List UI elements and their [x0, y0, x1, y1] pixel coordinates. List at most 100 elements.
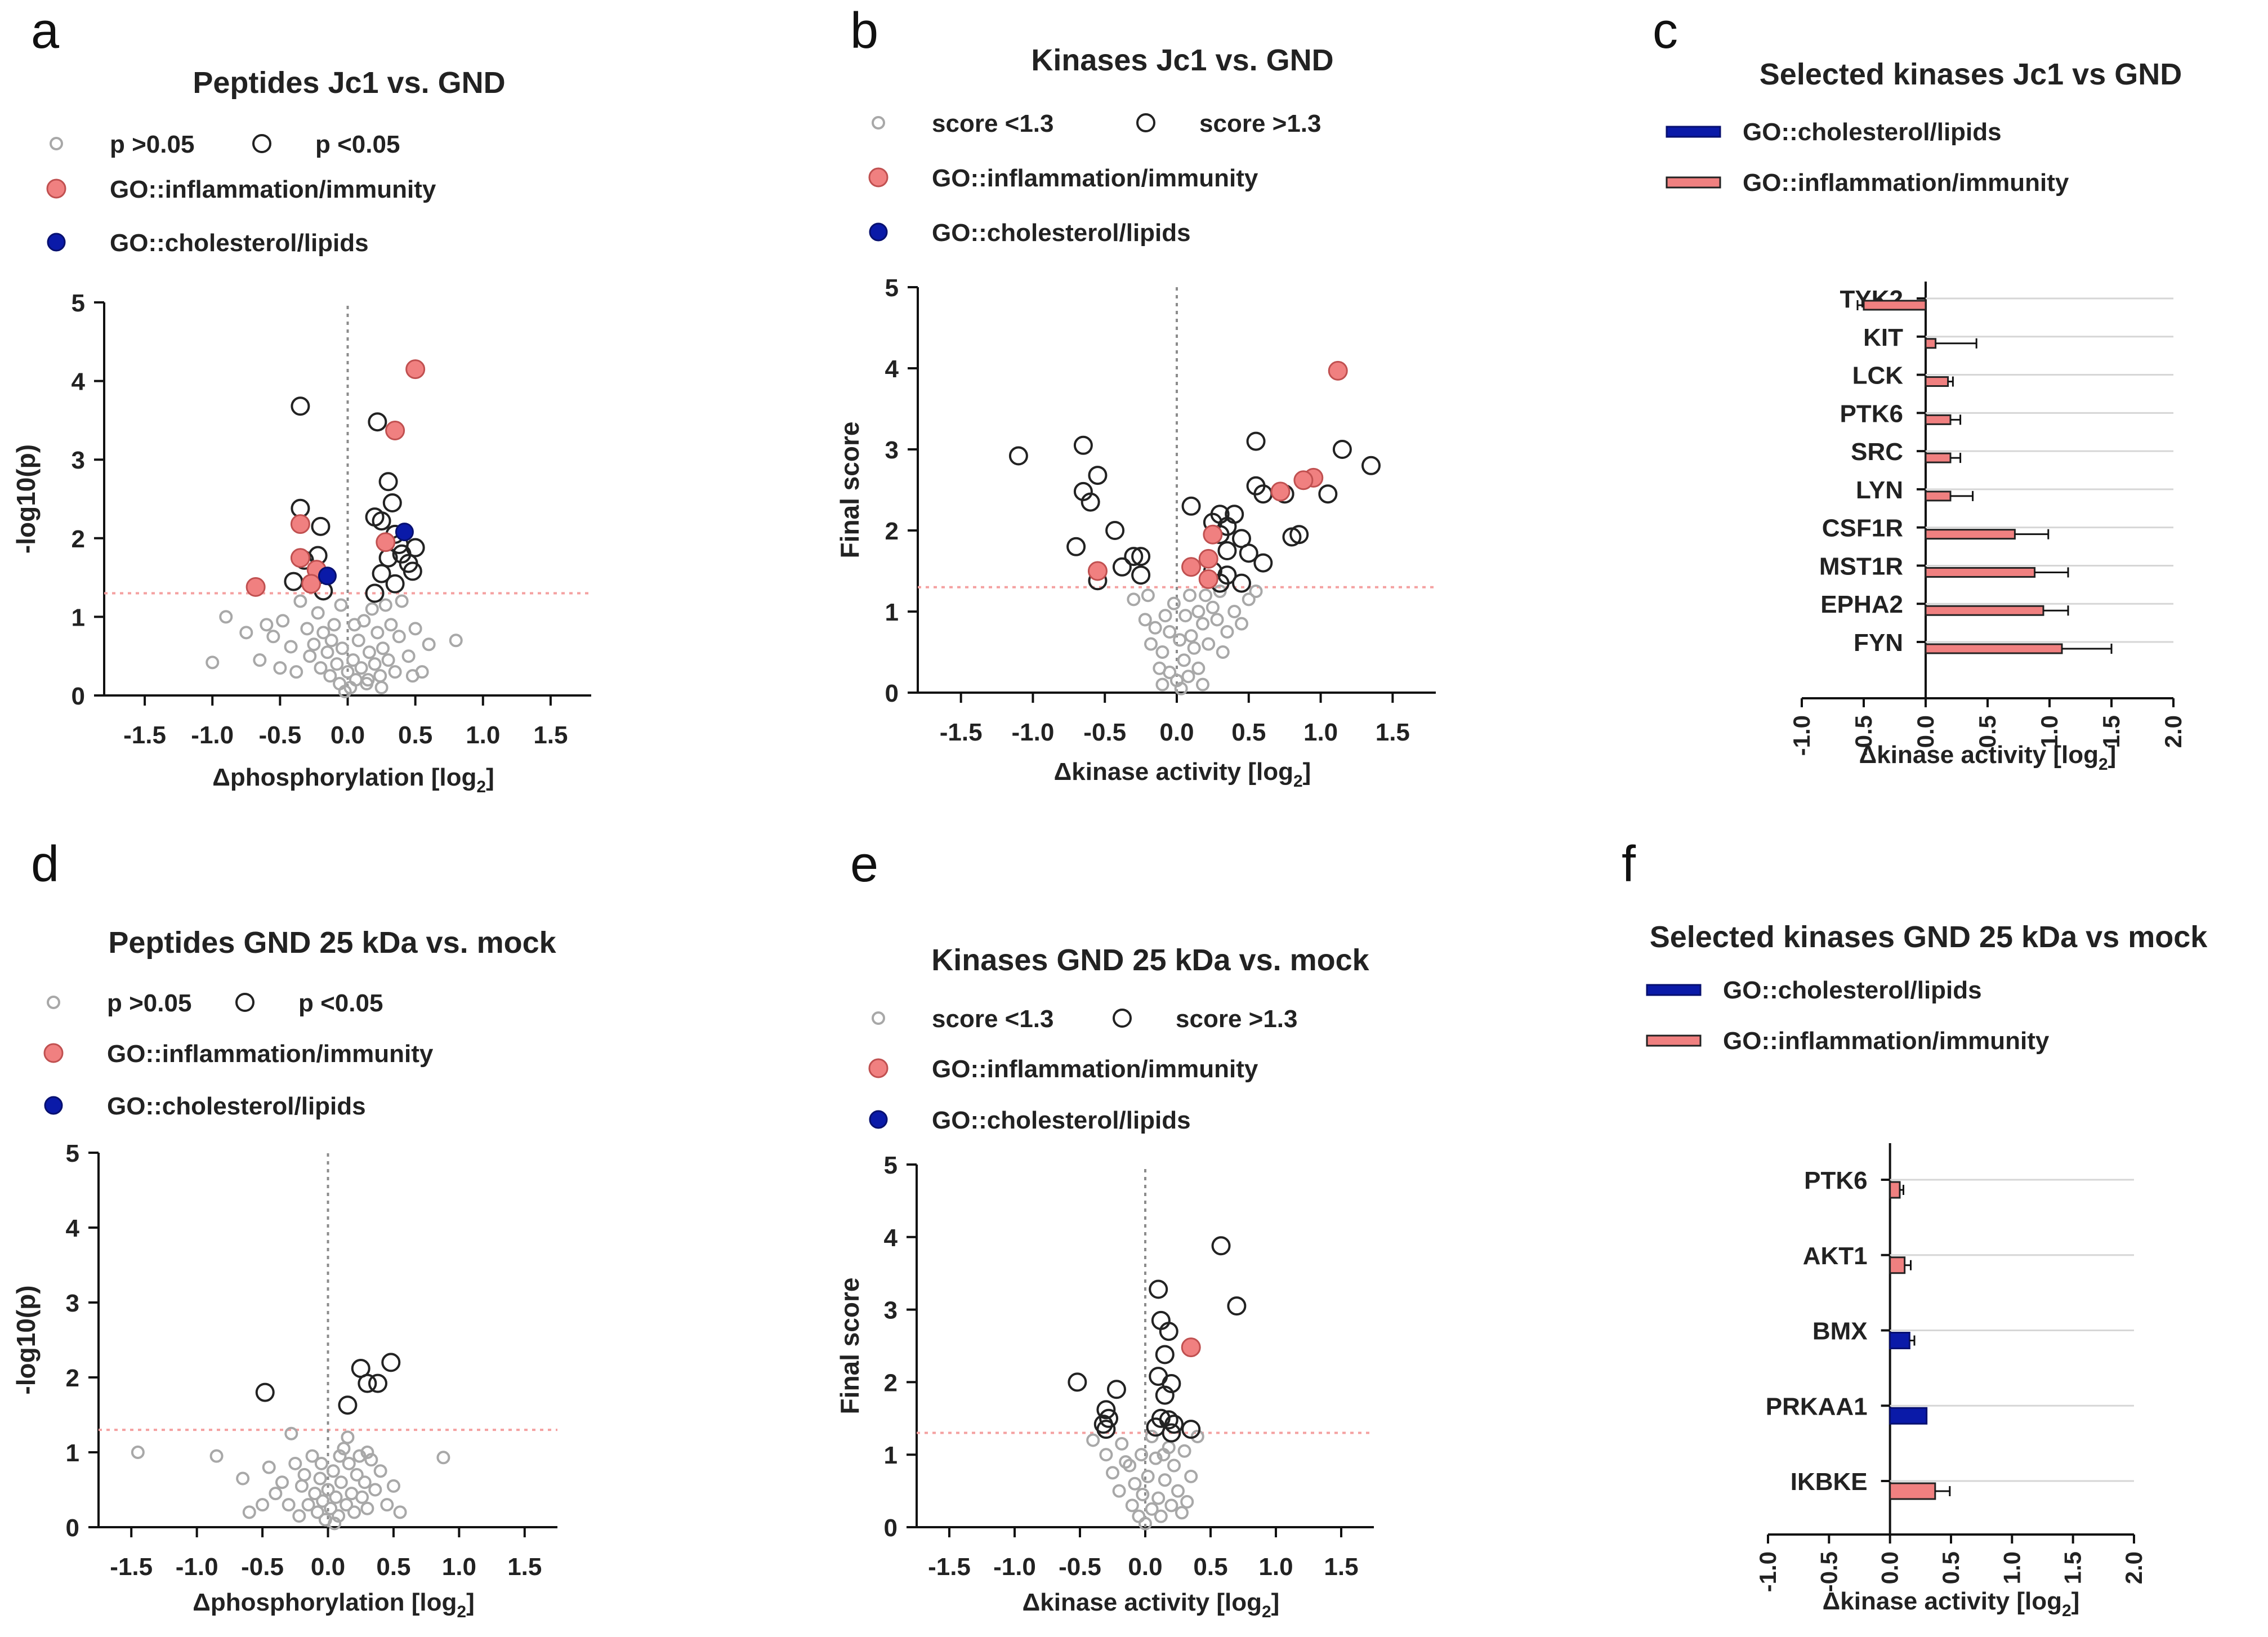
ns-point [1196, 617, 1209, 631]
ns-point [1099, 1448, 1113, 1462]
ns-point [292, 1509, 306, 1523]
sig-point [381, 1353, 401, 1372]
ns-point [334, 598, 348, 612]
ns-point [1154, 1509, 1168, 1523]
x-tick-label: 0.0 [1912, 715, 1939, 748]
ns-point [316, 626, 331, 640]
legend-label: GO::inflammation/immunity [107, 1040, 434, 1068]
ns-point [354, 661, 368, 675]
x-axis-label-bracket: ] [2071, 1587, 2080, 1615]
legend-item: GO::cholesterol/lipids [869, 1107, 1191, 1134]
panel-b-scatter: b Kinases Jc1 vs. GND score <1.3 score >1.3… [835, 3, 1436, 791]
category-label: LCK [1852, 362, 1904, 390]
x-tick-label: 1.5 [507, 1553, 542, 1581]
ns-point [311, 606, 325, 620]
inflammation-point [245, 577, 266, 597]
ns-point [351, 634, 365, 648]
y-axis-label: -log10(p) [11, 1285, 41, 1394]
chart-title: Kinases Jc1 vs. GND [1031, 43, 1333, 77]
sig-point [1105, 521, 1125, 540]
sig-point [1096, 1420, 1116, 1439]
y-axis-label: -log10(p) [11, 444, 41, 554]
ns-point [365, 602, 379, 616]
ns-point [358, 1475, 372, 1489]
y-tick-label: 4 [72, 368, 86, 396]
x-tick-label: 1.0 [1998, 1551, 2025, 1584]
ns-point [1149, 1451, 1163, 1465]
x-tick-label: -1.5 [928, 1553, 971, 1581]
x-tick-label: 0.5 [1937, 1551, 1964, 1584]
ns-point [284, 1426, 298, 1440]
ns-point [1242, 592, 1256, 606]
category-label: PTK6 [1840, 400, 1903, 427]
sig-point [1232, 573, 1251, 593]
x-tick-label: 2.0 [2160, 715, 2186, 748]
ns-point [1128, 1477, 1142, 1491]
bar-mst1r [1925, 567, 2036, 578]
ns-point [294, 1479, 309, 1493]
legend-item: score <1.3 [872, 1005, 1054, 1033]
x-axis-label-subscript: 2 [2062, 1602, 2071, 1620]
ns-point [449, 634, 463, 648]
x-tick-label: 0.0 [331, 721, 365, 749]
ns-point [1196, 677, 1209, 692]
bar-csf1r [1925, 529, 2016, 540]
ns-point [1206, 600, 1220, 614]
legend-item: score <1.3 [872, 110, 1054, 137]
ns-point [1177, 1444, 1191, 1458]
x-axis-label-main: Δphosphorylation [log [193, 1589, 457, 1616]
ns-point [1184, 629, 1198, 643]
ns-point [275, 1475, 289, 1489]
ns-point [422, 637, 436, 652]
ns-point [352, 1449, 367, 1463]
ns-point [276, 614, 290, 628]
ns-point [266, 630, 280, 644]
bar-prkaa1 [1889, 1407, 1928, 1425]
y-tick-label: 2 [66, 1364, 79, 1392]
panel-d-scatter: d Peptides GND 25 kDa vs. mock p >0.05 p <0… [11, 836, 557, 1621]
bar-tyk2 [1863, 300, 1927, 311]
ns-point [368, 657, 382, 671]
legend-marker-inflammation [43, 1043, 64, 1063]
x-tick-label: 0.5 [376, 1553, 410, 1581]
sig-point [365, 583, 385, 603]
ns-point [1175, 1506, 1189, 1520]
bar-kit [1925, 338, 1937, 349]
sig-point [392, 544, 412, 564]
ns-point [324, 1501, 338, 1515]
sig-point [1112, 557, 1132, 577]
y-tick-label: 1 [885, 599, 899, 626]
ns-point [342, 1456, 356, 1470]
sig-point [1088, 466, 1108, 485]
ns-point [1249, 585, 1263, 598]
chart-title: Selected kinases Jc1 vs GND [1760, 57, 2182, 91]
y-tick-label: 4 [885, 355, 899, 383]
category-label: AKT1 [1803, 1242, 1868, 1270]
bar-akt1 [1889, 1256, 1906, 1274]
ns-point [1138, 613, 1152, 627]
x-tick-label: -1.5 [110, 1553, 153, 1581]
bar-ikbke [1889, 1482, 1936, 1500]
sig-point [358, 1373, 377, 1393]
ns-point [364, 1453, 378, 1467]
y-tick-label: 1 [72, 604, 85, 631]
x-tick-label: 1.5 [2060, 1551, 2086, 1584]
x-axis-label-main: Δkinase activity [log [1859, 741, 2099, 769]
ns-point [321, 1483, 335, 1497]
x-axis-label-subscript: 2 [1262, 1603, 1271, 1621]
sig-point [1253, 553, 1273, 573]
ns-point [1119, 1455, 1133, 1469]
ns-point [341, 1430, 355, 1444]
x-tick-label: 1.0 [2036, 715, 2062, 748]
x-tick-label: -1.5 [940, 719, 983, 746]
sig-point [1081, 492, 1100, 512]
ns-point [1235, 617, 1248, 631]
ns-point [335, 641, 349, 655]
x-axis-label-bracket: ] [1271, 1589, 1280, 1616]
ns-point [1145, 1430, 1159, 1443]
x-tick-label: 0.5 [1231, 719, 1266, 746]
y-tick-label: 5 [885, 274, 899, 302]
x-axis-label-subscript: 2 [476, 778, 486, 796]
legend-item: GO::inflammation/immunity [1666, 169, 2069, 197]
